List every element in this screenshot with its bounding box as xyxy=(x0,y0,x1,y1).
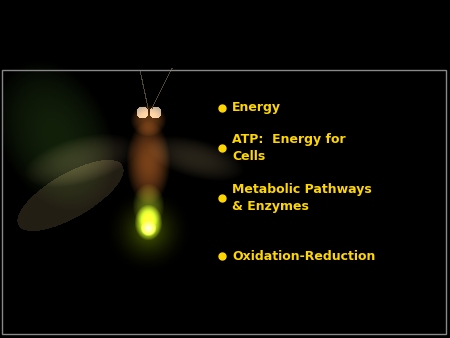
Bar xyxy=(2,70,446,334)
Bar xyxy=(2,2,367,66)
Bar xyxy=(2,70,446,334)
Text: Lec
06: Lec 06 xyxy=(389,14,429,58)
Text: Energy: Energy xyxy=(232,101,281,115)
Text: ATP:  Energy for
Cells: ATP: Energy for Cells xyxy=(232,133,346,163)
Text: Spring 2013 -  Althoff    Reference: Mader & Windelspecht Ch. 6): Spring 2013 - Althoff Reference: Mader &… xyxy=(38,46,330,54)
Text: Oxidation-Reduction: Oxidation-Reduction xyxy=(232,249,375,263)
Text: Metabolism – the Dynamic Cell: Metabolism – the Dynamic Cell xyxy=(34,16,334,33)
Text: Metabolic Pathways
& Enzymes: Metabolic Pathways & Enzymes xyxy=(232,183,372,213)
Bar xyxy=(372,2,446,66)
